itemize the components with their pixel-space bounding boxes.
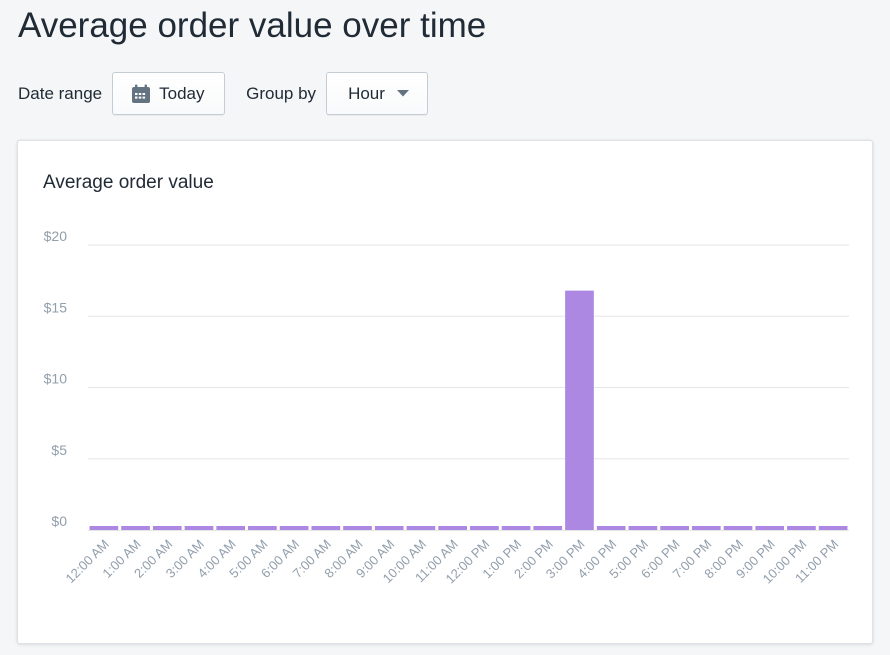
bar	[343, 526, 372, 530]
bar	[89, 526, 119, 530]
y-tick-label: $0	[51, 513, 67, 529]
filter-bar: Date range Today Group by Hour	[18, 71, 429, 116]
bar	[121, 526, 150, 530]
bar	[596, 526, 626, 530]
bar	[438, 526, 467, 530]
y-tick-label: $20	[44, 228, 68, 244]
bar	[311, 526, 341, 530]
date-range-label: Date range	[18, 83, 103, 103]
y-tick-label: $15	[44, 299, 68, 315]
bar	[533, 526, 563, 530]
bar	[184, 526, 214, 530]
chart-card: Average order value $0 $5 $10 $15 $20 12:00 A…	[17, 140, 873, 644]
bar	[723, 526, 753, 530]
bar	[406, 526, 436, 530]
date-range-button[interactable]: Today	[112, 72, 226, 115]
bar	[565, 290, 594, 530]
group-by-select[interactable]: Hour	[326, 72, 429, 115]
bar	[628, 526, 658, 530]
date-range-value: Today	[159, 83, 205, 103]
bar	[248, 526, 277, 530]
bar	[374, 526, 404, 530]
bar	[501, 526, 531, 530]
bar	[660, 526, 689, 530]
bar	[787, 526, 816, 530]
x-tick-label: 12:00 AM	[63, 537, 112, 586]
bar	[818, 526, 848, 530]
chart-title: Average order value	[43, 172, 214, 193]
page-title: Average order value over time	[18, 6, 487, 45]
bar	[152, 526, 182, 530]
bar	[470, 526, 499, 530]
caret-down-icon	[396, 89, 409, 98]
group-by-label: Group by	[246, 83, 317, 103]
bar	[216, 526, 246, 530]
bar	[755, 526, 785, 530]
calendar-icon	[131, 84, 151, 104]
y-tick-label: $10	[44, 371, 68, 387]
group-by-value: Hour	[348, 83, 385, 103]
bar	[279, 526, 309, 530]
bar	[691, 526, 721, 530]
y-tick-label: $5	[51, 442, 67, 458]
